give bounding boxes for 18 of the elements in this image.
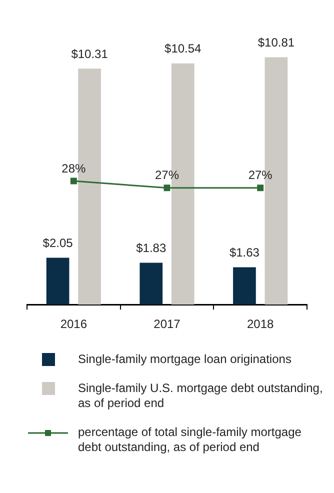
legend-label: percentage of total single-family mortgage debt outstanding, as of period end (78, 425, 302, 455)
data-label: $1.63 (229, 246, 260, 260)
x-tick-label: 2016 (60, 317, 88, 332)
data-label: $2.05 (42, 236, 74, 250)
data-label: $10.81 (258, 36, 295, 50)
data-label: 28% (62, 161, 86, 176)
data-label: $10.31 (71, 46, 108, 61)
x-tick-label: 2018 (246, 317, 274, 332)
bar (233, 267, 256, 305)
data-label: 27% (248, 168, 273, 182)
data-label: $10.54 (164, 42, 202, 56)
data-label: 27% (154, 168, 180, 182)
data-label: $1.83 (136, 241, 166, 256)
bar (140, 262, 163, 305)
legend-label: Single-family U.S. mortgage debt outstanding, as of period end (78, 381, 324, 411)
x-tick-label: 2017 (154, 317, 181, 332)
legend-label: Single-family mortgage loan originations (78, 352, 292, 367)
bar (46, 258, 70, 305)
